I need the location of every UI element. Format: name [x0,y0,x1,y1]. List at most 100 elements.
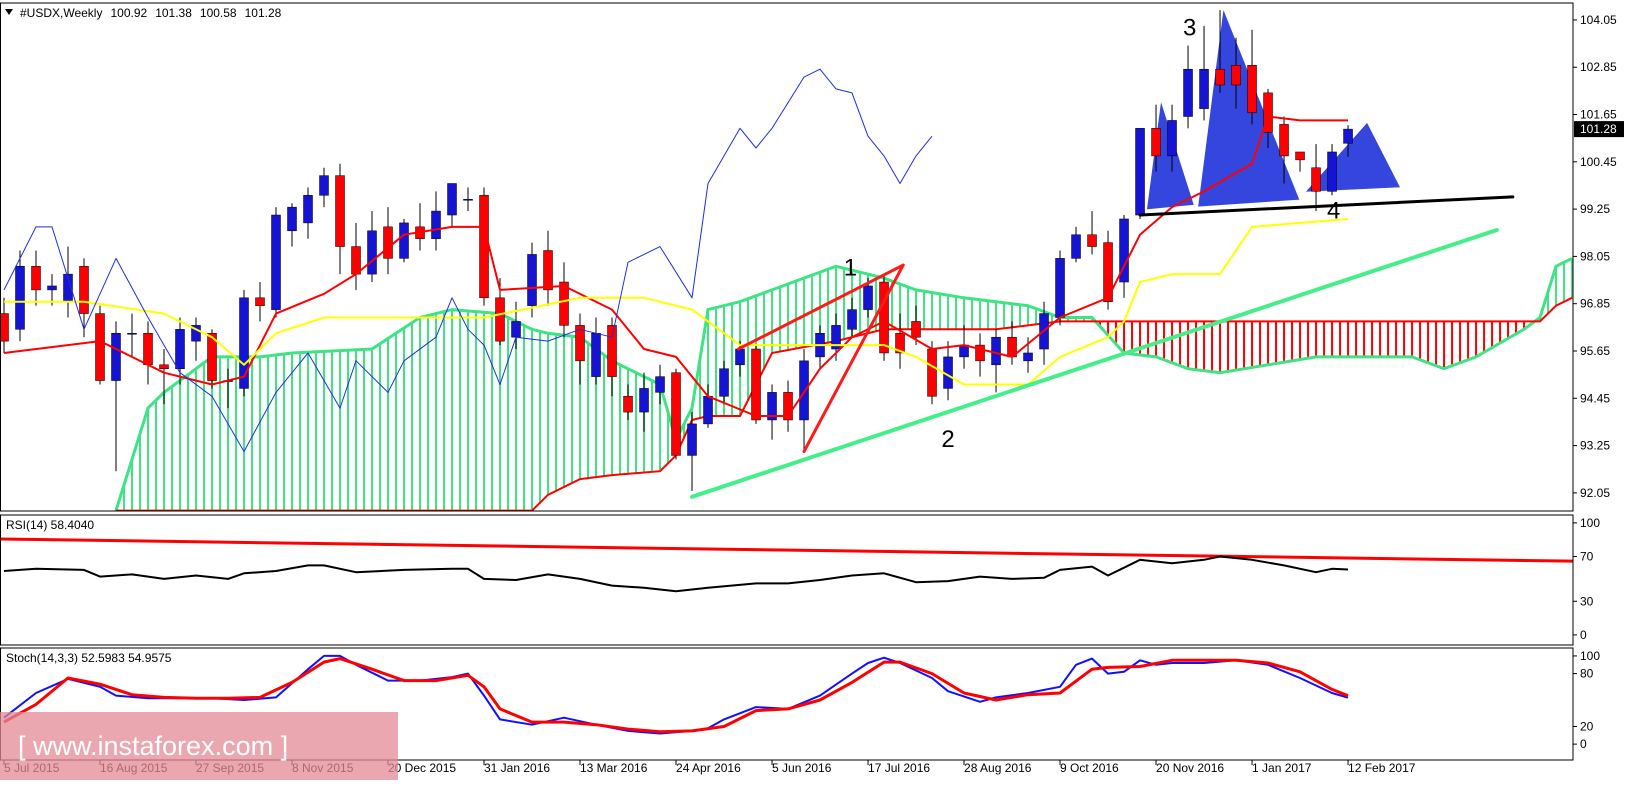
candle-body [447,183,457,216]
x-tick-label: 9 Oct 2016 [1060,761,1119,775]
candle-body [719,368,729,397]
candle-body [847,309,857,330]
y-tick-label: 101.65 [1580,108,1617,122]
candle-body [1135,128,1145,216]
candle-body [1327,151,1337,192]
y-tick-label: 93.25 [1580,439,1610,453]
panel-frame [0,514,1574,646]
candle-body [31,266,41,291]
plots: 1 2 3 4 [0,6,1573,735]
indicator-line [3,654,1349,735]
candle-body [1071,234,1081,259]
candle-body [111,333,121,381]
y-tick-label: 20 [1580,719,1594,733]
y-tick-label: 94.45 [1580,391,1610,405]
candle-body [351,246,361,275]
candle-body [1263,92,1273,133]
candle-body [1343,128,1353,144]
candle-body [1167,120,1177,157]
watermark-box [0,712,398,780]
annotation: 3 [1183,14,1196,41]
watermark: [ www.instaforex.com ] [18,731,288,761]
candle-body [303,195,313,224]
candle-body [335,175,345,247]
candle-body [1023,352,1033,362]
header-close: 101.28 [245,6,282,20]
panel-title: RSI(14) 58.4040 [6,518,94,532]
y-tick-label: 80 [1580,667,1594,681]
candle-body [799,360,809,421]
y-tick-label: 0 [1580,737,1587,751]
x-tick-label: 5 Jun 2016 [772,761,832,775]
price-tag-label: 101.28 [1580,122,1617,136]
candle-body [479,195,489,299]
price-tag [1574,121,1624,138]
candle-body [143,333,153,366]
candle-body [1247,65,1257,113]
panel-plot [0,537,1573,593]
candle-body [511,321,521,338]
x-tick-label: 20 Nov 2016 [1156,761,1224,775]
candle-body [703,396,713,425]
chart-header: #USDX,Weekly 100.92 101.38 100.58 101.28 [20,6,282,20]
candle-body [1103,242,1113,302]
candle-body [639,388,649,413]
candle-body [47,285,57,291]
candle-body [1231,65,1241,86]
candle-body [831,325,841,350]
x-tick-label: 17 Jul 2016 [868,761,930,775]
candle-body [527,254,537,306]
candle-body [1199,68,1209,109]
y-tick-label: 70 [1580,549,1594,563]
panel-plot [3,654,1349,735]
x-tick-label: 12 Feb 2017 [1348,761,1416,775]
candle-body [1215,68,1225,86]
header-low: 100.58 [200,6,237,20]
candle-body [399,222,409,259]
candle-body [975,344,985,362]
candle-body [991,336,1001,366]
y-tick-label: 92.05 [1580,486,1610,500]
candle-body [79,266,89,314]
x-tick-label: 13 Mar 2016 [580,761,648,775]
candle-body [863,285,873,310]
y-tick-label: 96.85 [1580,297,1610,311]
candle-body [751,348,761,421]
candle-body [607,325,617,377]
candle-body [895,333,905,354]
y-tick-label: 100 [1580,516,1600,530]
candle-body [623,396,633,413]
candle-body [767,392,777,421]
y-tick-label: 99.25 [1580,202,1610,216]
candle-body [175,329,185,369]
indicator-line [3,657,1349,734]
candle-body [655,376,665,393]
y-tick-label: 100.45 [1580,155,1617,169]
candle-body [495,297,505,342]
candle-body [543,250,553,291]
overlay: [ www.instaforex.com ] [0,712,398,780]
candle-body [287,206,297,232]
candle-body [271,214,281,310]
candle-body [687,423,697,456]
annotation: 1 [844,255,857,282]
candle-body [1119,218,1129,283]
header-high: 101.38 [155,6,192,20]
candle-body [1183,68,1193,117]
candle-body [911,321,921,338]
indicator-line [3,555,1349,593]
candle-body [559,281,569,326]
panel-frame [0,647,1574,761]
y-tick-label: 100 [1580,649,1600,663]
y-tick-label: 102.85 [1580,60,1617,74]
y-tick-label: 98.05 [1580,249,1610,263]
x-tick-label: 28 Aug 2016 [964,761,1032,775]
trend-line [802,263,905,453]
cloud-span-a [114,257,1573,511]
candle-body [367,230,377,275]
candle-body [239,297,249,389]
indicator-line [3,115,1348,417]
trend-line [736,263,905,351]
